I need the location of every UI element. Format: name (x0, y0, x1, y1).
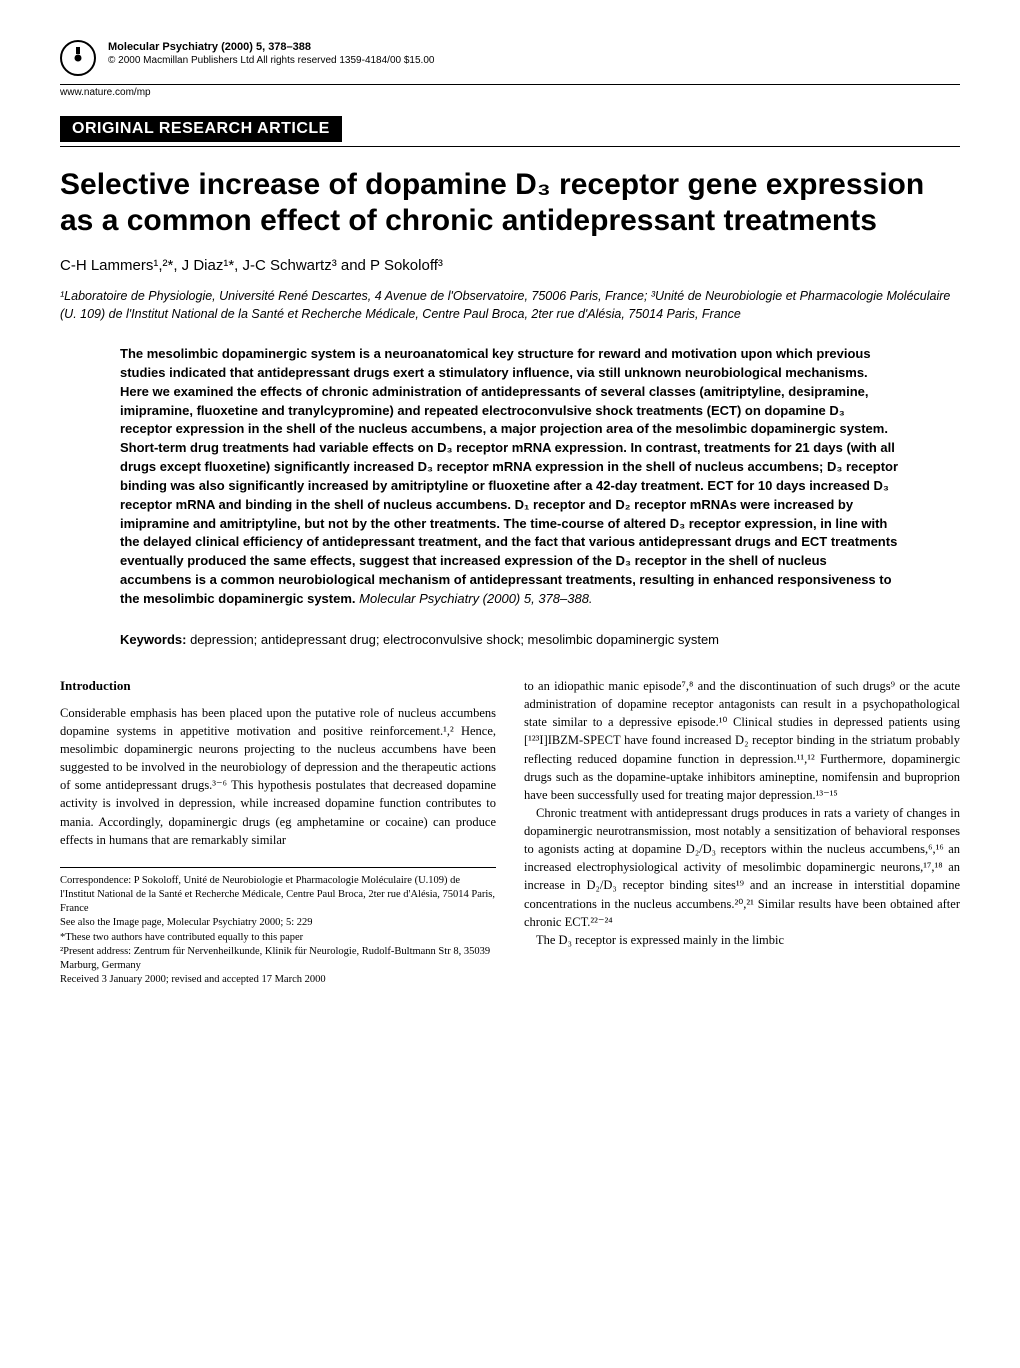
right-p2: Chronic treatment with antidepressant dr… (524, 804, 960, 931)
affiliations: ¹Laboratoire de Physiologie, Université … (60, 288, 960, 323)
footnotes: Correspondence: P Sokoloff, Unité de Neu… (60, 867, 496, 987)
section-badge: ORIGINAL RESEARCH ARTICLE (60, 116, 342, 142)
intro-p1: Considerable emphasis has been placed up… (60, 704, 496, 849)
footnote-received: Received 3 January 2000; revised and acc… (60, 973, 496, 987)
abstract-block: The mesolimbic dopaminergic system is a … (120, 345, 900, 609)
footnote-see-also: See also the Image page, Molecular Psych… (60, 916, 496, 930)
right-column: to an idiopathic manic episode⁷,⁸ and th… (524, 677, 960, 987)
keywords-block: Keywords: depression; antidepressant dru… (120, 631, 900, 649)
right-p3: The D₃ receptor is expressed mainly in t… (524, 931, 960, 949)
abstract-text: The mesolimbic dopaminergic system is a … (120, 346, 898, 606)
journal-title-line: Molecular Psychiatry (2000) 5, 378–388 (108, 40, 434, 54)
keywords-label: Keywords: (120, 632, 186, 647)
keywords-text: depression; antidepressant drug; electro… (186, 632, 719, 647)
footnote-present-address: ²Present address: Zentrum für Nervenheil… (60, 945, 496, 973)
badge-rule (60, 146, 960, 147)
copyright-line: © 2000 Macmillan Publishers Ltd All righ… (108, 54, 434, 67)
intro-heading: Introduction (60, 677, 496, 696)
npg-logo-icon (60, 40, 96, 76)
journal-url: www.nature.com/mp (60, 87, 960, 98)
footnote-correspondence: Correspondence: P Sokoloff, Unité de Neu… (60, 874, 496, 917)
left-column: Introduction Considerable emphasis has b… (60, 677, 496, 987)
journal-meta: Molecular Psychiatry (2000) 5, 378–388 ©… (108, 40, 434, 67)
footnote-equal-contrib: *These two authors have contributed equa… (60, 931, 496, 945)
journal-header: Molecular Psychiatry (2000) 5, 378–388 ©… (60, 40, 960, 76)
body-columns: Introduction Considerable emphasis has b… (60, 677, 960, 987)
article-title: Selective increase of dopamine D₃ recept… (60, 167, 960, 239)
header-rule (60, 84, 960, 85)
authors-line: C-H Lammers¹,²*, J Diaz¹*, J-C Schwartz³… (60, 257, 960, 274)
right-p1: to an idiopathic manic episode⁷,⁸ and th… (524, 677, 960, 804)
abstract-citation: Molecular Psychiatry (2000) 5, 378–388. (356, 591, 593, 606)
